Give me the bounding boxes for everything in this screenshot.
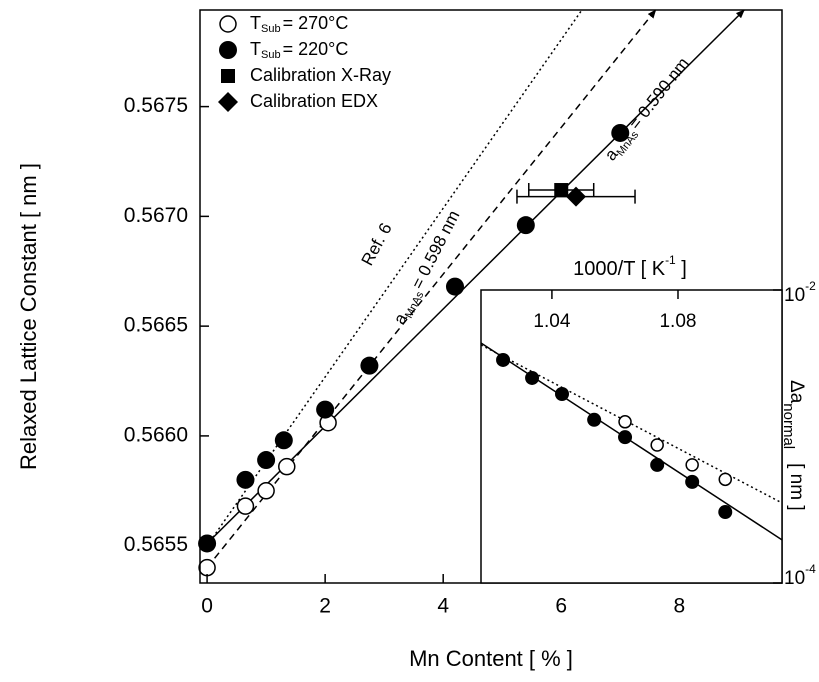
marker: [555, 387, 570, 402]
legend-label: Calibration X-Ray: [250, 65, 391, 85]
marker: [650, 457, 665, 472]
x-axis-label-sup: -1: [665, 253, 676, 267]
marker: [525, 370, 540, 385]
y-tick-label: 0.5665: [124, 314, 188, 337]
marker: [198, 558, 216, 577]
y-tick-exponent: -2: [805, 279, 816, 293]
y-tick-base: 10: [784, 285, 805, 306]
legend-marker: [219, 41, 237, 59]
x-axis-label: Mn Content [ % ]: [409, 646, 573, 671]
annotation: Ref. 6: [358, 220, 396, 269]
marker: [316, 400, 335, 419]
marker: [516, 216, 535, 235]
x-axis-label-text: 1000/T [ K: [573, 258, 666, 280]
annotation: aMnAs= 0.598 nm: [390, 207, 466, 328]
legend-name: Calibration X-Ray: [250, 65, 391, 85]
legend-sub: Sub: [261, 23, 281, 35]
marker: [236, 470, 255, 489]
y-tick-label: 10-2: [784, 279, 816, 306]
y-axis-label-sub: normal: [780, 403, 797, 449]
legend-name: T: [250, 39, 261, 59]
x-axis-label-suffix: ]: [676, 258, 687, 280]
legend-suffix: = 270°C: [283, 13, 349, 33]
marker: [257, 451, 276, 470]
y-axis-label: Relaxed Lattice Constant [ nm ]: [16, 163, 41, 470]
marker: [618, 430, 633, 445]
x-tick-label: 4: [437, 595, 449, 618]
y-tick-label: 0.5660: [124, 423, 188, 446]
inset-frame: [480, 289, 783, 584]
x-tick-label: 1.08: [659, 311, 696, 332]
legend-name: Calibration EDX: [250, 91, 378, 111]
y-tick-exponent: -4: [805, 562, 816, 576]
marker: [565, 186, 586, 207]
y-tick-label: 10-4: [784, 562, 816, 589]
marker: [198, 534, 217, 553]
legend-marker: [219, 15, 237, 33]
x-tick-label: 6: [555, 595, 567, 618]
fit-line: [206, 9, 583, 547]
legend-marker: [221, 69, 235, 83]
marker: [274, 431, 293, 450]
y-tick-label: 0.5670: [124, 204, 188, 227]
marker: [257, 482, 275, 500]
x-axis-label: 1000/T [ K-1 ]: [573, 253, 687, 280]
marker: [496, 352, 511, 367]
y-axis-label: Δanormal [ nm ]: [780, 380, 807, 511]
legend-name: T: [250, 13, 261, 33]
marker: [718, 505, 733, 520]
legend-suffix: = 220°C: [283, 39, 349, 59]
y-axis-label-text: Δa: [786, 380, 807, 404]
marker: [611, 123, 630, 142]
legend-marker: [218, 92, 238, 112]
marker: [278, 457, 296, 476]
fit-line: [206, 9, 745, 545]
legend-sub: Sub: [261, 49, 281, 61]
y-axis-label-suffix: [ nm ]: [786, 463, 807, 511]
marker: [685, 458, 699, 472]
marker: [650, 438, 664, 452]
annotation-sub: MnAs: [403, 289, 427, 320]
marker: [618, 415, 632, 429]
marker: [554, 183, 569, 198]
legend-label: TSub = 270°C: [250, 13, 348, 35]
marker: [445, 277, 464, 296]
annotation: aMnAs= 0.590 nm: [601, 54, 695, 166]
annotation-suffix: = 0.590 nm: [626, 54, 694, 133]
marker: [718, 472, 733, 487]
legend-label: TSub = 220°C: [250, 39, 348, 61]
marker: [236, 497, 255, 515]
legend-label: Calibration EDX: [250, 91, 378, 111]
annotation-text: Ref. 6: [358, 220, 396, 269]
y-tick-label: 0.5675: [124, 94, 188, 117]
x-tick-label: 2: [319, 595, 331, 618]
y-tick-base: 10: [784, 568, 805, 589]
marker: [587, 412, 602, 427]
x-tick-label: 8: [673, 595, 685, 618]
marker: [360, 356, 379, 375]
marker: [685, 474, 700, 489]
x-tick-label: 1.04: [533, 311, 570, 332]
x-tick-label: 0: [201, 595, 213, 618]
y-tick-label: 0.5655: [124, 533, 188, 556]
